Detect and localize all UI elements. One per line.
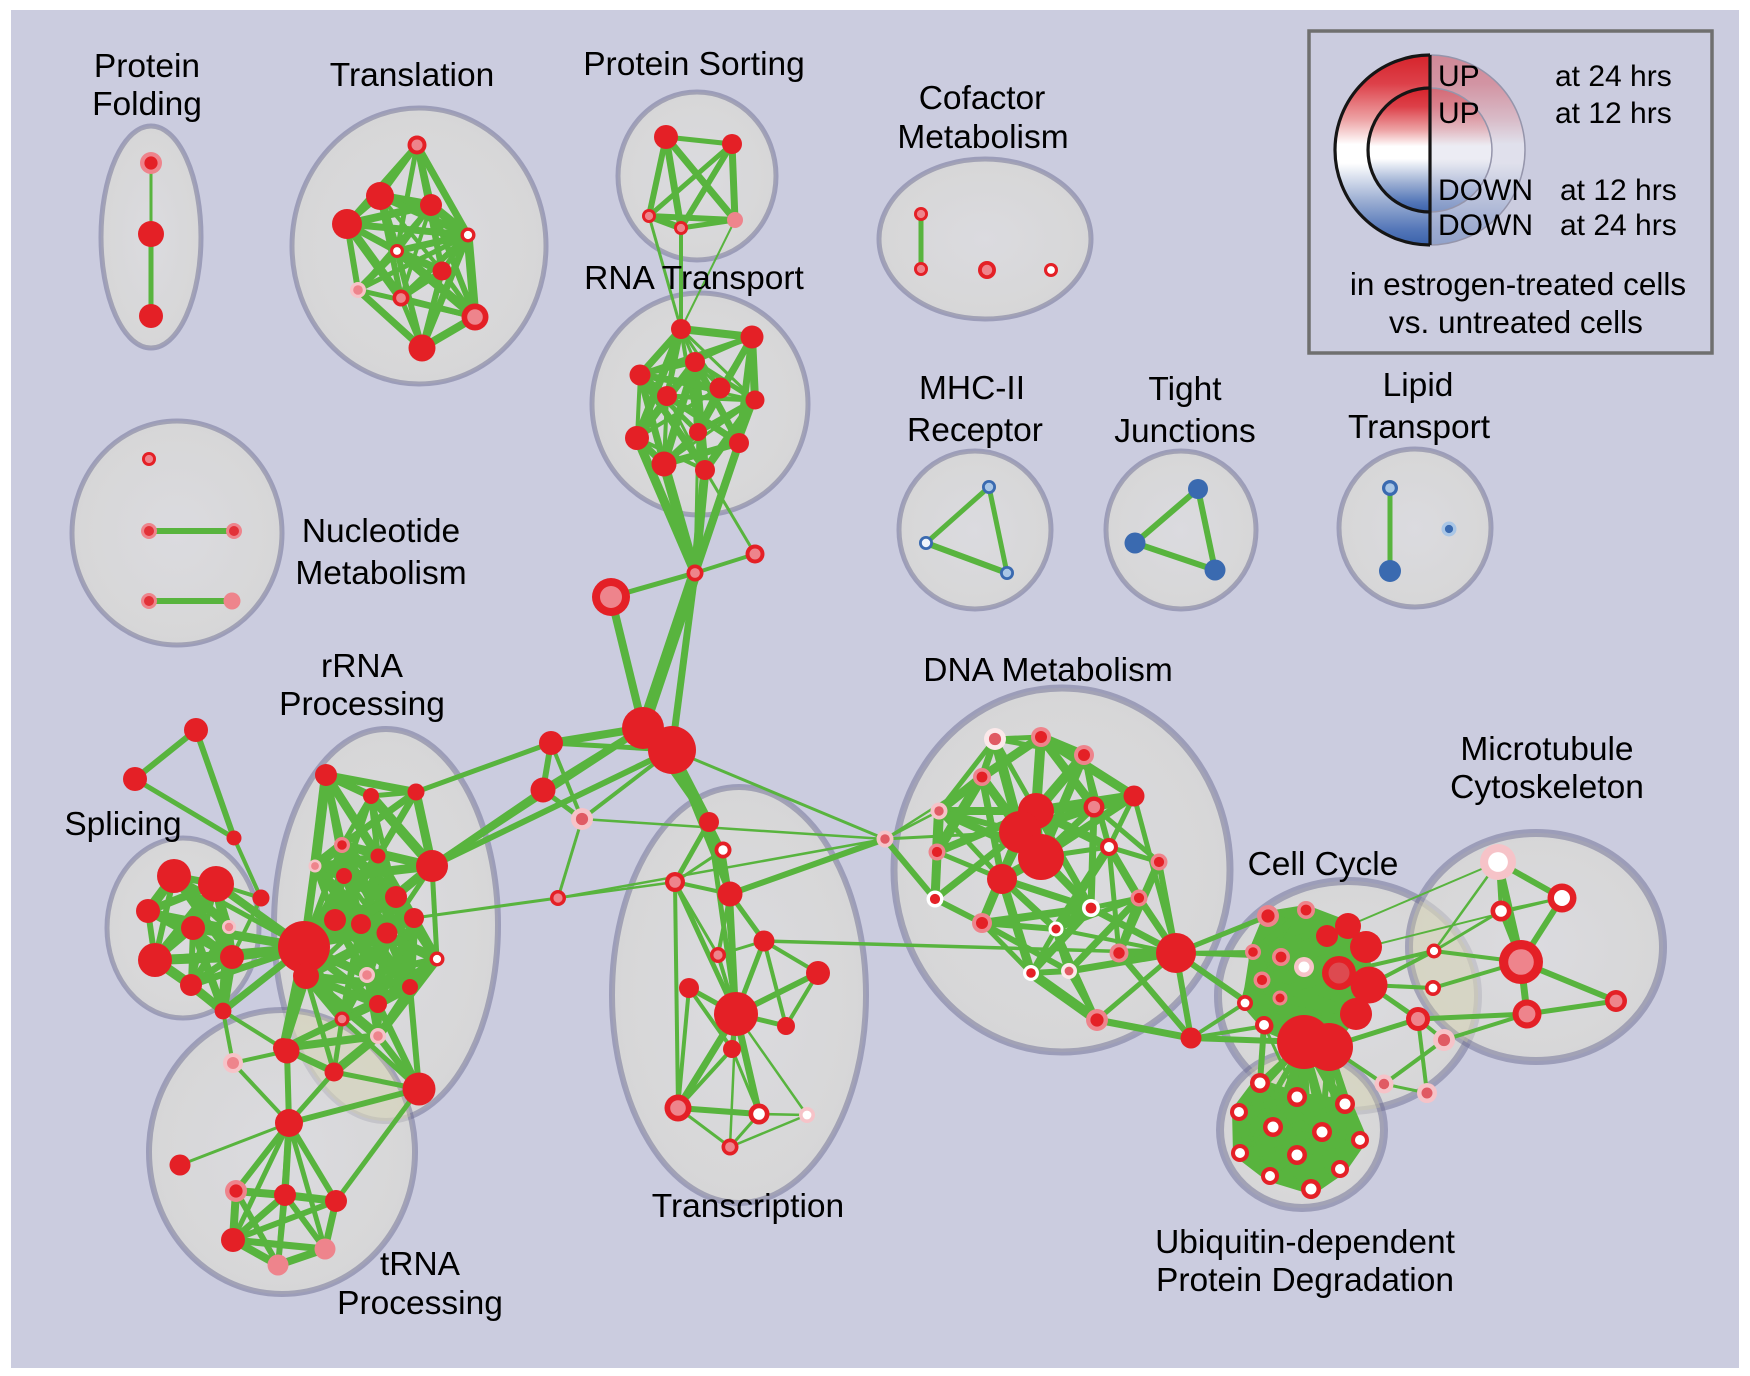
- svg-text:UP: UP: [1438, 97, 1480, 130]
- svg-text:DOWN: DOWN: [1438, 174, 1533, 207]
- svg-text:vs. untreated cells: vs. untreated cells: [1389, 304, 1643, 340]
- svg-text:Ubiquitin-dependent: Ubiquitin-dependent: [1155, 1224, 1456, 1261]
- svg-text:Processing: Processing: [337, 1285, 503, 1322]
- svg-text:Splicing: Splicing: [64, 806, 181, 843]
- svg-text:at 12 hrs: at 12 hrs: [1555, 97, 1672, 130]
- svg-text:tRNA: tRNA: [380, 1246, 461, 1283]
- svg-text:Metabolism: Metabolism: [295, 555, 466, 592]
- svg-text:Cytoskeleton: Cytoskeleton: [1450, 769, 1644, 806]
- svg-text:Folding: Folding: [92, 86, 202, 123]
- svg-text:MHC-II: MHC-II: [919, 370, 1025, 407]
- svg-text:Lipid: Lipid: [1383, 367, 1454, 404]
- svg-text:Nucleotide: Nucleotide: [302, 513, 460, 550]
- svg-text:Junctions: Junctions: [1114, 413, 1256, 450]
- svg-text:Cell Cycle: Cell Cycle: [1248, 846, 1399, 883]
- svg-text:at 12 hrs: at 12 hrs: [1560, 174, 1677, 207]
- svg-text:DOWN: DOWN: [1438, 209, 1533, 242]
- svg-text:Tight: Tight: [1148, 371, 1222, 408]
- svg-text:UP: UP: [1438, 60, 1480, 93]
- svg-text:Protein Sorting: Protein Sorting: [583, 46, 805, 83]
- svg-text:Receptor: Receptor: [907, 412, 1043, 449]
- svg-text:Cofactor: Cofactor: [919, 80, 1046, 117]
- svg-text:Protein: Protein: [94, 48, 200, 85]
- svg-text:Translation: Translation: [330, 57, 494, 94]
- svg-text:Metabolism: Metabolism: [897, 119, 1068, 156]
- svg-text:Microtubule: Microtubule: [1460, 731, 1633, 768]
- svg-text:rRNA: rRNA: [321, 648, 404, 685]
- svg-text:DNA Metabolism: DNA Metabolism: [923, 652, 1172, 689]
- svg-text:Transcription: Transcription: [652, 1188, 844, 1225]
- svg-text:RNA Transport: RNA Transport: [584, 260, 804, 297]
- svg-text:in estrogen-treated cells: in estrogen-treated cells: [1350, 266, 1686, 302]
- svg-text:at 24 hrs: at 24 hrs: [1560, 209, 1677, 242]
- svg-text:Processing: Processing: [279, 686, 445, 723]
- svg-text:Transport: Transport: [1348, 409, 1491, 446]
- svg-text:at 24 hrs: at 24 hrs: [1555, 60, 1672, 93]
- svg-text:Protein Degradation: Protein Degradation: [1156, 1262, 1454, 1299]
